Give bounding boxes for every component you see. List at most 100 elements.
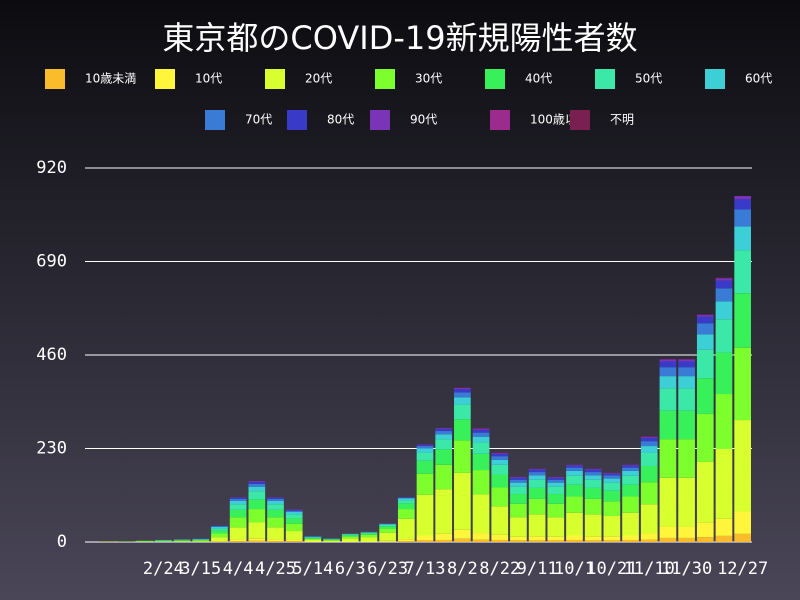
bar-segment: [640, 452, 658, 466]
bar-segment: [566, 535, 583, 540]
bar-segment: [229, 497, 247, 499]
bar-segment: [715, 319, 733, 353]
legend-swatch: [595, 69, 615, 89]
bar-segment: [696, 522, 714, 538]
legend-label: 20代: [305, 72, 332, 86]
bar-segment: [510, 476, 527, 478]
bar-segment: [659, 439, 677, 478]
bar-segment: [491, 464, 509, 475]
bar-segment: [696, 334, 714, 350]
bar-segment: [341, 538, 359, 542]
bar-segment: [566, 467, 583, 471]
bar-segment: [323, 540, 340, 542]
bar-segment: [416, 535, 434, 541]
bar-segment: [547, 517, 565, 537]
legend-swatch: [570, 110, 590, 130]
bar-segment: [435, 539, 453, 542]
bar-segment: [229, 504, 247, 510]
bar-segment: [734, 226, 751, 251]
bar-segment: [603, 515, 621, 537]
bar-segment: [584, 468, 602, 470]
bar-segment: [584, 487, 602, 499]
bar-segment: [248, 509, 266, 523]
bar-segment: [584, 479, 602, 488]
bar-segment: [678, 367, 695, 377]
bar-segment: [659, 376, 677, 389]
bar-segment: [547, 540, 565, 542]
bar-segment: [528, 536, 546, 541]
bar-segment: [211, 526, 228, 527]
bar-segment: [659, 477, 677, 527]
legend-label: 70代: [245, 113, 272, 127]
bar-segment: [397, 509, 415, 519]
bar-segment: [528, 514, 546, 537]
bar-segment: [416, 460, 434, 474]
bar-segment: [211, 537, 228, 542]
bar-segment: [640, 441, 658, 447]
bar-segment: [696, 378, 714, 414]
bar-segment: [304, 538, 322, 540]
bar-segment: [734, 199, 751, 210]
bar-segment: [734, 250, 751, 294]
bar-segment: [510, 479, 527, 483]
bar-segment: [285, 518, 303, 524]
bar-segment: [696, 323, 714, 335]
bar-segment: [435, 431, 453, 435]
bar-segment: [454, 529, 471, 539]
bar-segment: [622, 465, 639, 468]
bar-segment: [734, 347, 751, 421]
bar-segment: [472, 494, 490, 534]
bar-segment: [416, 448, 434, 453]
bar-segment: [397, 541, 415, 542]
bar-segment: [248, 540, 266, 542]
bar-segment: [341, 536, 359, 539]
chart-title: 東京都のCOVID-19新規陽性者数: [162, 19, 637, 57]
bar-segment: [715, 535, 733, 542]
x-tick-label: 12/27: [717, 559, 768, 579]
bar-segment: [472, 453, 490, 471]
bar-segment: [267, 527, 284, 540]
x-tick-label: 8/22: [479, 559, 520, 579]
bar-segment: [435, 449, 453, 465]
bar-segment: [640, 437, 658, 442]
bar-segment: [640, 436, 658, 438]
bar-segment: [603, 536, 621, 541]
legend-swatch: [205, 110, 225, 130]
bar-segment: [622, 475, 639, 485]
x-tick-label: 6/3: [335, 559, 366, 579]
bar-segment: [678, 359, 695, 362]
bar-segment: [659, 367, 677, 377]
bar-segment: [566, 465, 583, 468]
bar-segment: [510, 536, 527, 541]
bar-segment: [547, 486, 565, 495]
bar-segment: [510, 486, 527, 495]
bar-segment: [547, 503, 565, 518]
bar-segment: [454, 404, 471, 420]
bar-segment: [248, 481, 266, 484]
x-tick-label: 11/30: [661, 559, 712, 579]
x-tick-label: 8/2: [447, 559, 478, 579]
bar-segment: [678, 376, 695, 389]
bar-segment: [416, 473, 434, 495]
bar-segment: [678, 526, 695, 538]
legend-swatch: [45, 69, 65, 89]
bar-segment: [603, 473, 621, 476]
bar-segment: [622, 496, 639, 513]
bar-segment: [491, 452, 509, 454]
bar-segment: [397, 500, 415, 504]
bar-segment: [640, 446, 658, 453]
bar-segment: [229, 498, 247, 501]
bar-segment: [659, 388, 677, 411]
bar-segment: [528, 498, 546, 515]
bar-segment: [696, 314, 714, 317]
bar-segment: [491, 459, 509, 465]
bar-segment: [491, 534, 509, 540]
bar-segment: [454, 472, 471, 530]
bar-segment: [584, 540, 602, 542]
bar-segment: [566, 484, 583, 497]
x-tick-label: 6/23: [367, 559, 408, 579]
bar-segment: [566, 512, 583, 536]
bar-segment: [510, 503, 527, 518]
bar-segment: [547, 494, 565, 504]
